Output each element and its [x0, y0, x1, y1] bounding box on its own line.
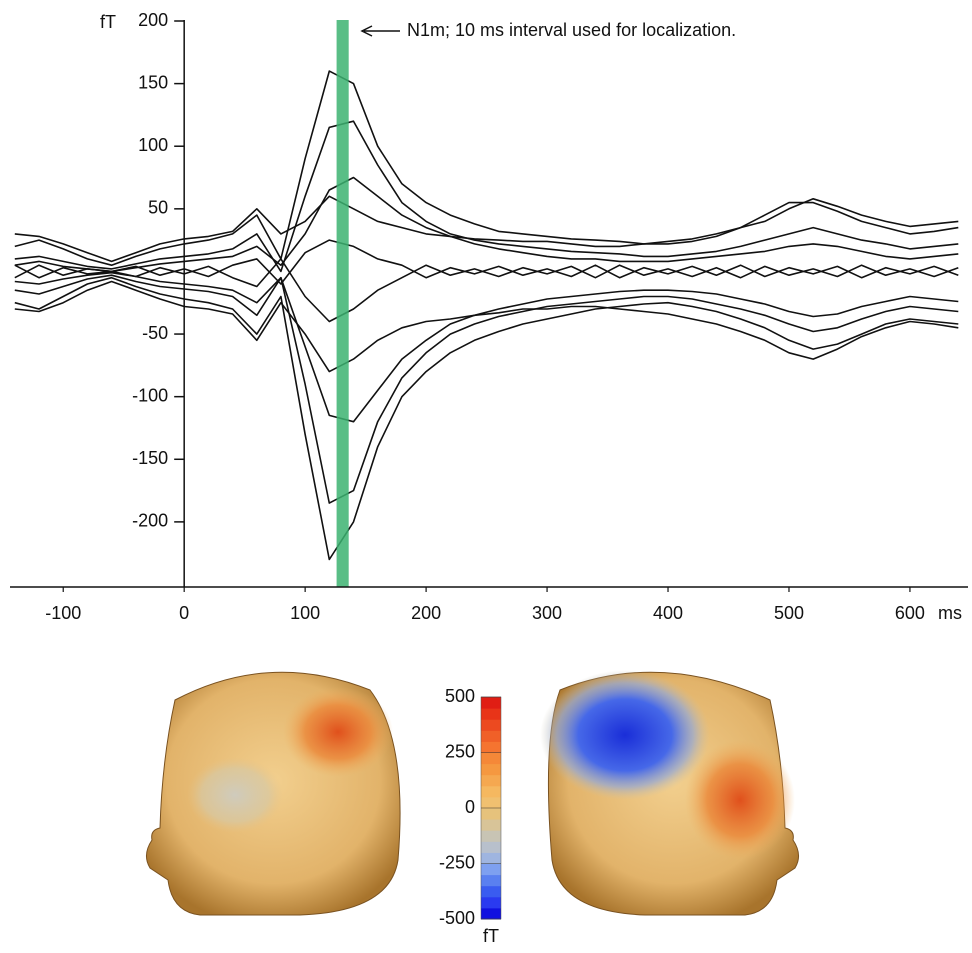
y-tick-label: -150 — [132, 448, 168, 468]
trace — [14, 274, 959, 504]
trace — [14, 280, 959, 373]
x-tick-label: 500 — [774, 603, 804, 623]
trace — [14, 195, 959, 263]
colorbar-segment — [481, 885, 501, 898]
colorbar-segment — [481, 774, 501, 787]
head-left — [146, 671, 401, 916]
y-tick-label: 100 — [138, 135, 168, 155]
colorbar-tick-label: 500 — [445, 686, 475, 706]
colorbar-segment — [481, 785, 501, 798]
y-unit: fT — [100, 12, 116, 32]
annotation: N1m; 10 ms interval used for localizatio… — [407, 20, 736, 40]
interval-band — [336, 20, 349, 587]
trace — [14, 276, 959, 561]
x-tick-label: 0 — [179, 603, 189, 623]
colorbar: -500 -250 0 250 500 fT — [439, 686, 502, 946]
x-tick-label: 400 — [653, 603, 683, 623]
colorbar-segment — [481, 863, 501, 876]
head-right — [540, 670, 799, 916]
colorbar-segment — [481, 896, 501, 909]
y-tick-label: -50 — [142, 323, 168, 343]
x-tick-label: 200 — [411, 603, 441, 623]
trace — [14, 70, 959, 266]
colorbar-tick-label: 250 — [445, 741, 475, 761]
colorbar-segment — [481, 796, 501, 809]
trace — [14, 271, 959, 423]
trace — [14, 258, 959, 323]
colorbar-segment — [481, 852, 501, 864]
x-tick-label: 600 — [895, 603, 925, 623]
colorbar-tick-label: 0 — [465, 797, 475, 817]
colorbar-segment — [481, 752, 501, 765]
y-tick-label: 50 — [148, 198, 168, 218]
y-tick-label: 150 — [138, 72, 168, 92]
colorbar-segment — [481, 719, 501, 731]
y-tick-label: -200 — [132, 511, 168, 531]
colorbar-segment — [481, 730, 501, 742]
trace — [14, 239, 959, 285]
colorbar-tick-label: -500 — [439, 908, 475, 928]
colorbar-segment — [481, 741, 501, 753]
x-tick-label: 300 — [532, 603, 562, 623]
colorbar-tick-label: -250 — [439, 852, 475, 872]
trace — [14, 120, 959, 273]
colorbar-segment — [481, 708, 501, 720]
y-tick-label: 200 — [138, 10, 168, 30]
y-tick-label: -100 — [132, 385, 168, 405]
colorbar-segment — [481, 841, 501, 853]
colorbar-segment — [481, 808, 501, 820]
colorbar-segment — [481, 830, 501, 842]
colorbar-segment — [481, 697, 501, 709]
colorbar-segment — [481, 763, 501, 776]
colorbar-segment — [481, 819, 501, 831]
colorbar-unit: fT — [483, 926, 499, 946]
trace — [14, 176, 959, 273]
colorbar-segment — [481, 874, 501, 887]
butterfly-plot: N1m; 10 ms interval used for localizatio… — [10, 10, 968, 623]
x-unit: ms — [938, 603, 962, 623]
x-tick-label: -100 — [45, 603, 81, 623]
colorbar-segment — [481, 907, 501, 920]
annotation-arrow — [360, 25, 400, 37]
x-tick-label: 100 — [290, 603, 320, 623]
